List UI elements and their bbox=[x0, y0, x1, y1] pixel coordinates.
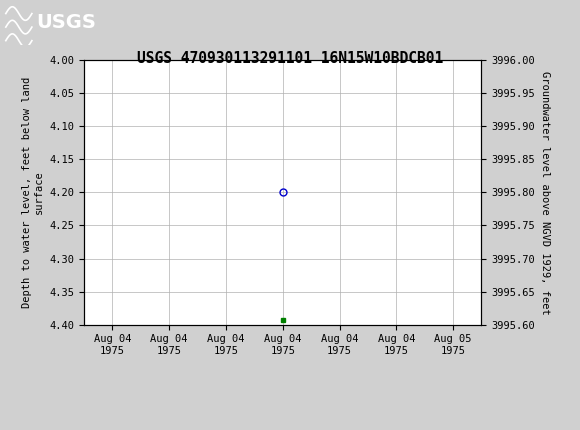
Legend: Period of approved data: Period of approved data bbox=[177, 429, 389, 430]
Y-axis label: Depth to water level, feet below land
surface: Depth to water level, feet below land su… bbox=[22, 77, 44, 308]
Y-axis label: Groundwater level above NGVD 1929, feet: Groundwater level above NGVD 1929, feet bbox=[541, 71, 550, 314]
Text: USGS: USGS bbox=[36, 13, 96, 32]
Text: USGS 470930113291101 16N15W10BDCB01: USGS 470930113291101 16N15W10BDCB01 bbox=[137, 51, 443, 66]
